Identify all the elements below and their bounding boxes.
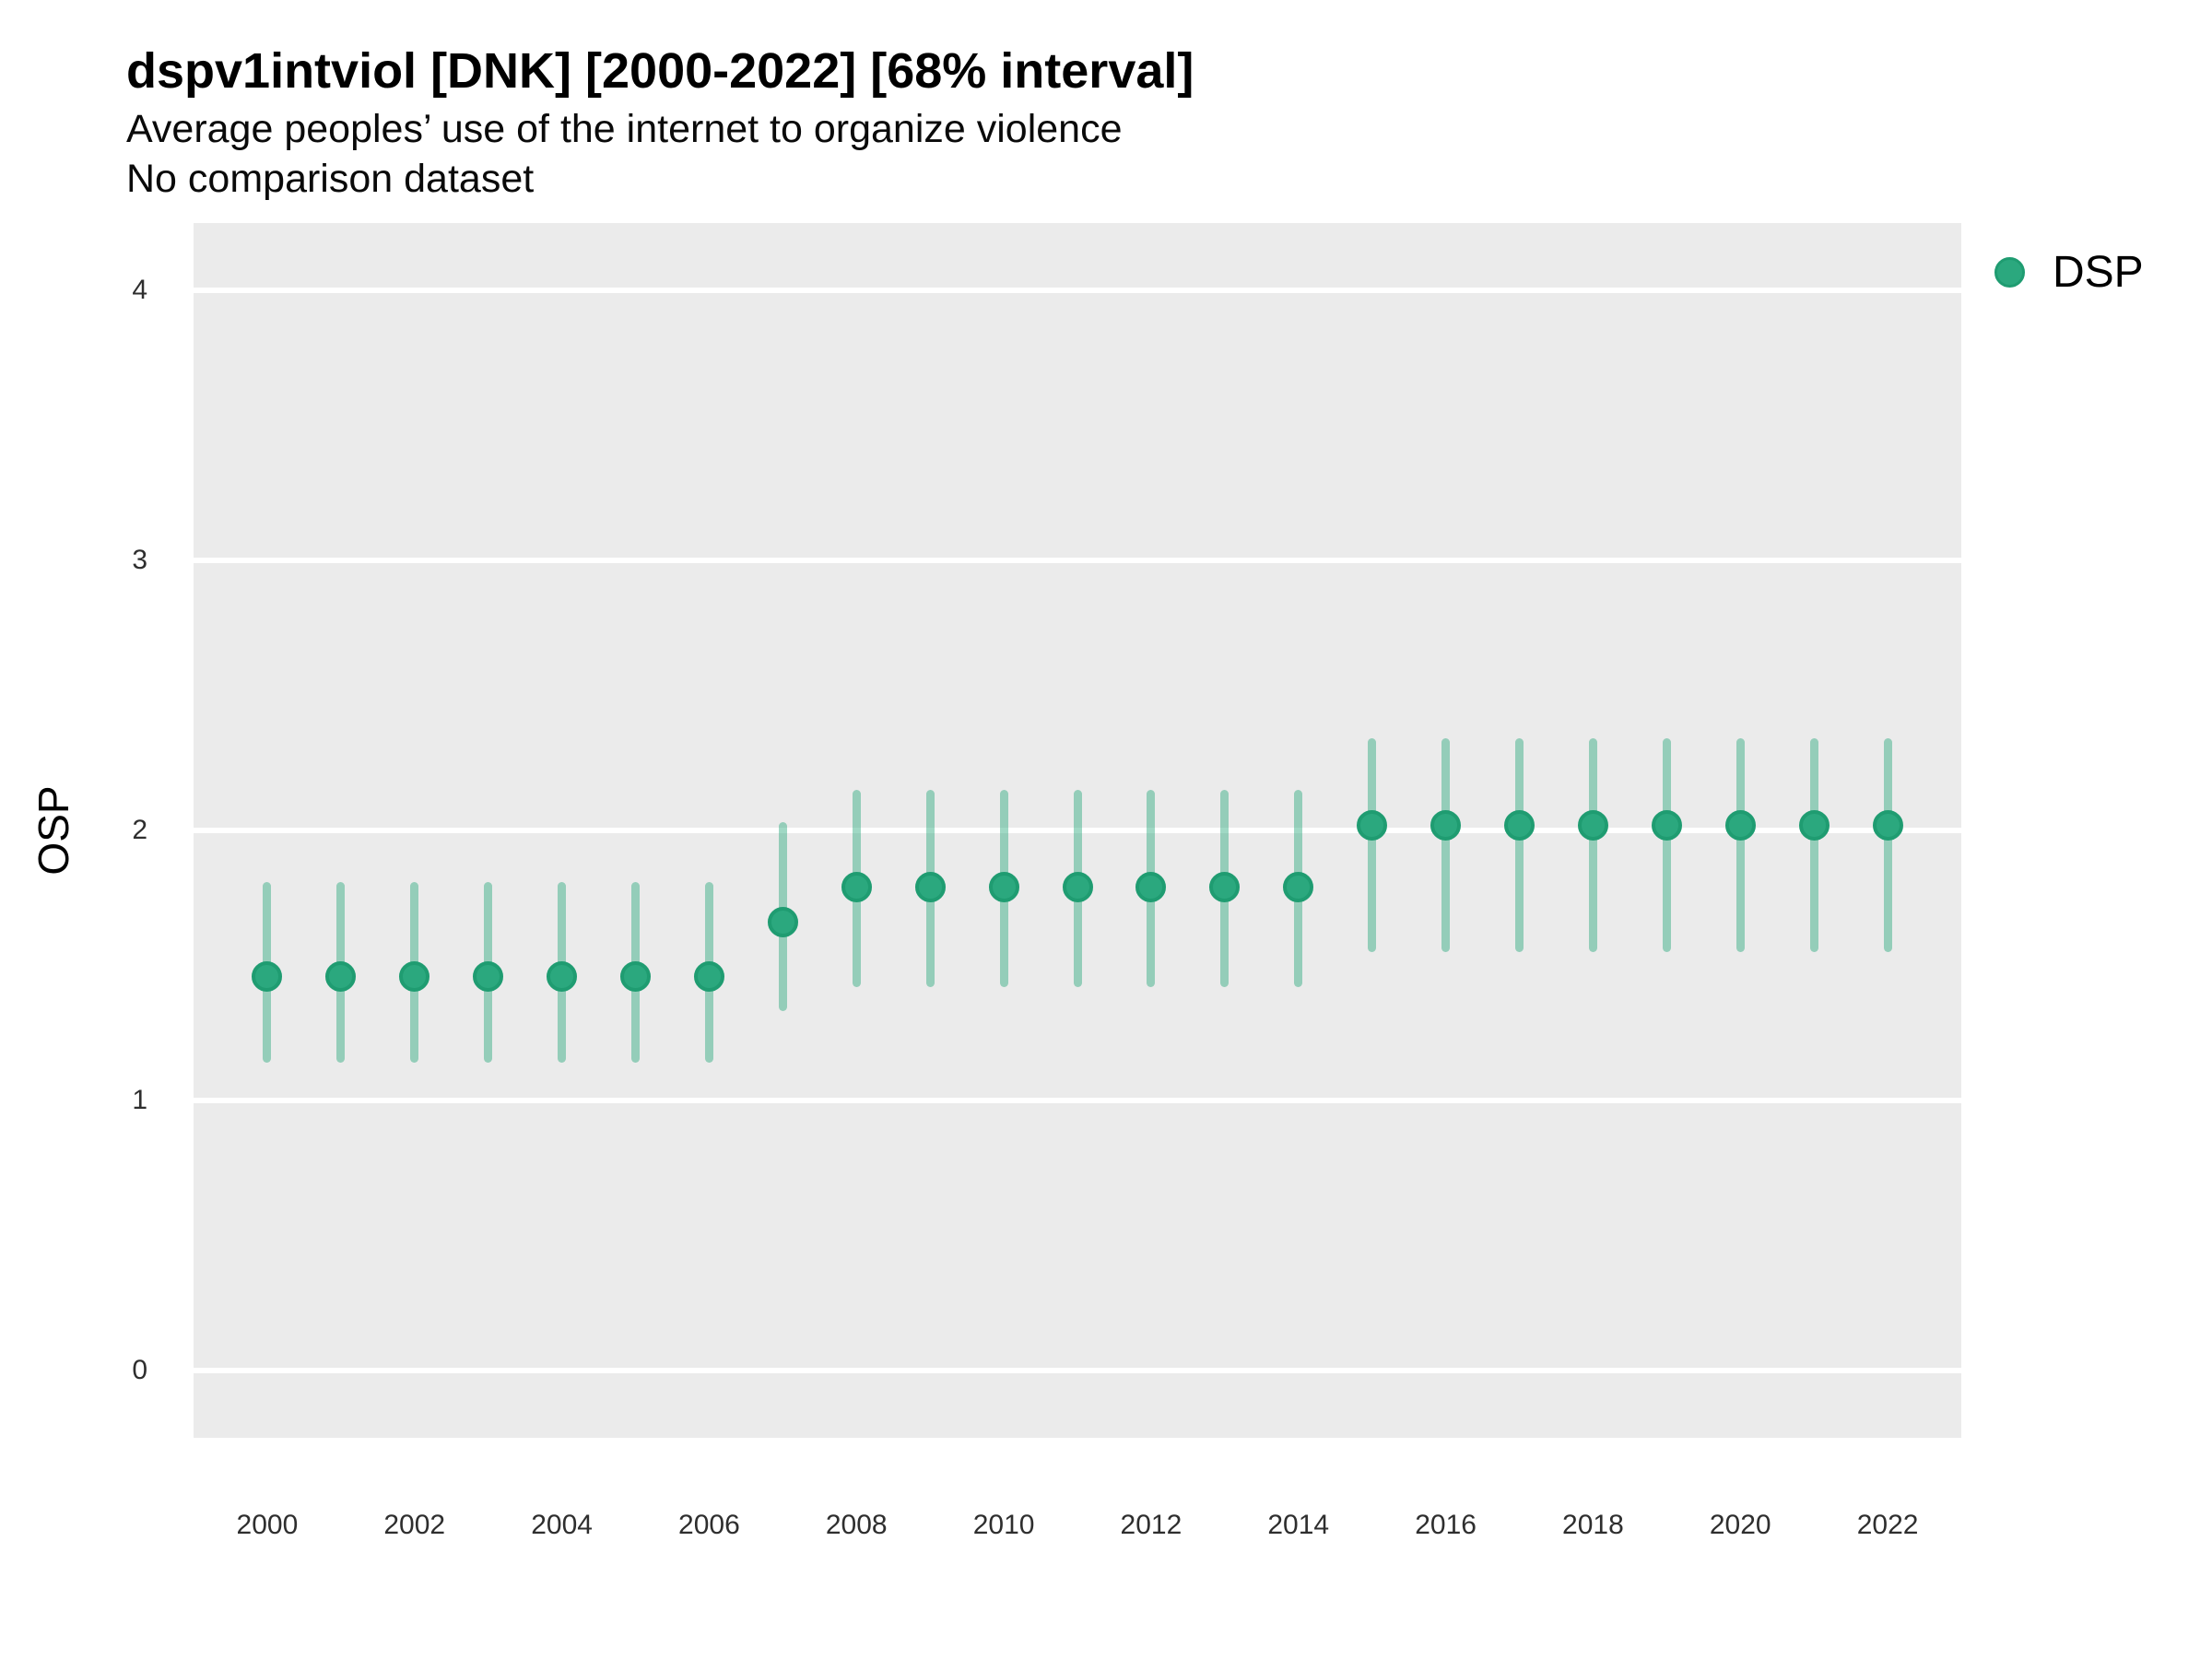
- y-tick-label: 4: [132, 275, 147, 306]
- point-2006: [693, 960, 724, 992]
- interval-line-2022: [1883, 738, 1892, 952]
- gridline-y-0: [194, 1367, 1961, 1373]
- legend: DSP: [1994, 247, 2144, 298]
- y-tick-label: 0: [132, 1354, 147, 1385]
- gridline-y-2: [194, 828, 1961, 833]
- point-2016: [1430, 809, 1462, 841]
- point-2007: [767, 907, 798, 938]
- interval-line-2016: [1441, 738, 1451, 952]
- legend-point-icon: [1994, 257, 2025, 288]
- point-2003: [473, 960, 504, 992]
- gridline-y-4: [194, 288, 1961, 294]
- x-tick-label: 2006: [678, 1510, 740, 1540]
- x-tick-label: 2000: [236, 1510, 299, 1540]
- y-tick-label: 1: [132, 1084, 147, 1115]
- point-2018: [1577, 809, 1608, 841]
- point-2012: [1135, 872, 1167, 902]
- point-2008: [841, 872, 872, 902]
- point-2019: [1651, 809, 1682, 841]
- x-tick-label: 2020: [1709, 1510, 1771, 1540]
- gridline-y-1: [194, 1097, 1961, 1103]
- x-tick-label: 2002: [383, 1510, 446, 1540]
- x-tick-label: 2008: [825, 1510, 888, 1540]
- point-2011: [1062, 872, 1093, 902]
- point-2004: [547, 960, 578, 992]
- comparison-note: No comparison dataset: [126, 157, 535, 201]
- interval-line-2017: [1515, 738, 1524, 952]
- point-2000: [252, 960, 283, 992]
- interval-line-2020: [1735, 738, 1745, 952]
- chart-title: dspv1intviol [DNK] [2000-2022] [68% inte…: [126, 43, 1194, 99]
- point-2014: [1283, 872, 1314, 902]
- point-2020: [1724, 809, 1756, 841]
- x-tick-label: 2014: [1267, 1510, 1330, 1540]
- x-tick-label: 2010: [972, 1510, 1035, 1540]
- point-2013: [1209, 872, 1241, 902]
- point-2010: [988, 872, 1019, 902]
- point-2001: [325, 960, 357, 992]
- point-2017: [1504, 809, 1535, 841]
- gridline-y-3: [194, 558, 1961, 564]
- point-2002: [399, 960, 430, 992]
- point-2021: [1798, 809, 1830, 841]
- x-tick-label: 2012: [1120, 1510, 1182, 1540]
- interval-line-2019: [1662, 738, 1671, 952]
- point-2005: [620, 960, 651, 992]
- interval-line-2021: [1809, 738, 1818, 952]
- legend-label: DSP: [2053, 248, 2144, 297]
- point-2009: [914, 872, 946, 902]
- point-2015: [1357, 809, 1388, 841]
- x-tick-label: 2016: [1415, 1510, 1477, 1540]
- point-2022: [1872, 809, 1903, 841]
- y-tick-label: 2: [132, 815, 147, 845]
- interval-line-2018: [1588, 738, 1597, 952]
- x-tick-label: 2022: [1856, 1510, 1919, 1540]
- chart-subtitle: Average peoples’ use of the internet to …: [126, 107, 1123, 151]
- x-tick-label: 2018: [1562, 1510, 1624, 1540]
- y-tick-label: 3: [132, 545, 147, 576]
- x-tick-label: 2004: [531, 1510, 593, 1540]
- interval-line-2015: [1368, 738, 1377, 952]
